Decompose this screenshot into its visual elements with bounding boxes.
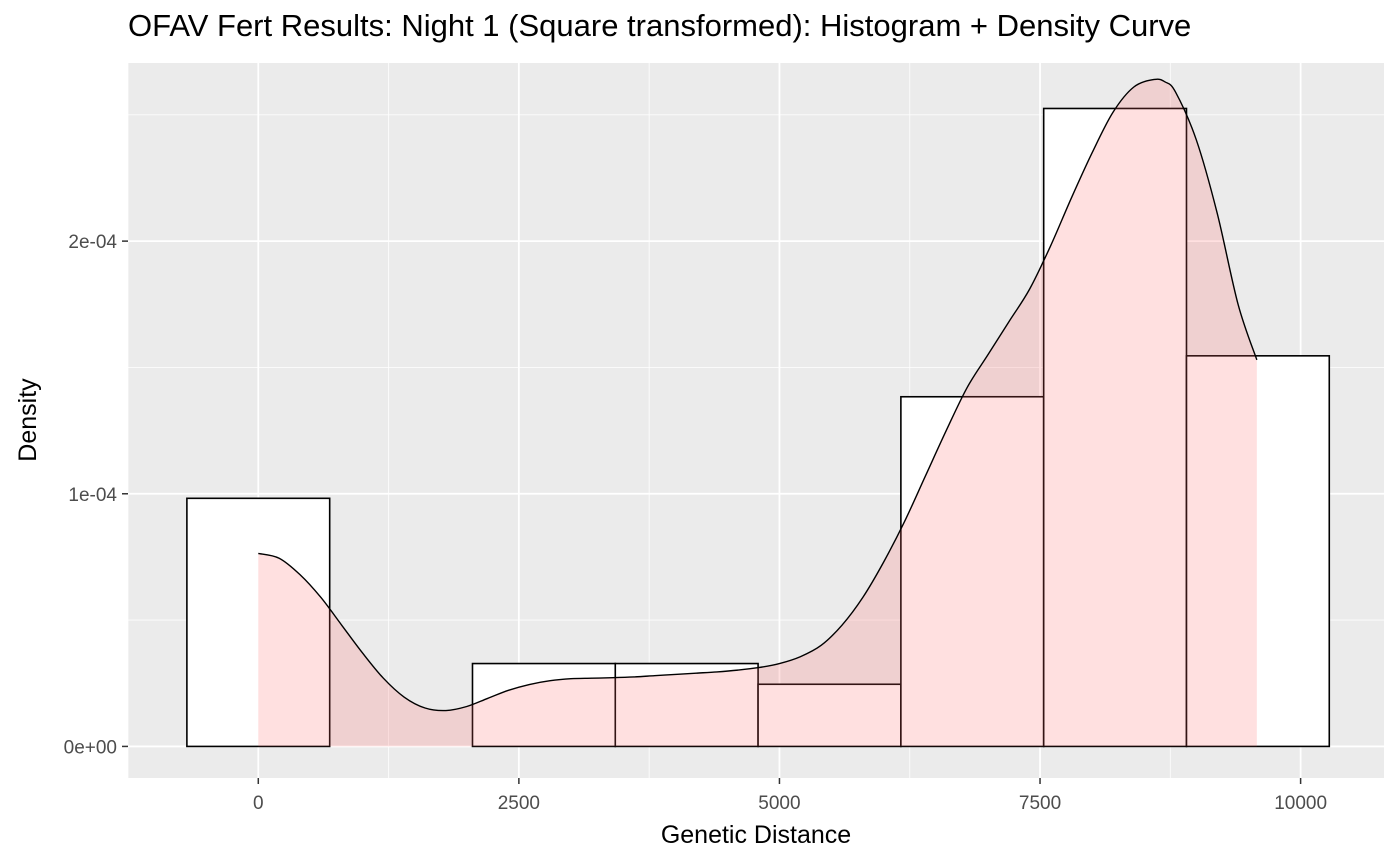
- histogram-bar: [900, 395, 1045, 748]
- x-tick-label: 2500: [498, 793, 540, 814]
- y-axis-ticks: 0e+00 1e-04 2e-04: [64, 232, 128, 758]
- x-tick-label: 0: [253, 793, 264, 814]
- histogram-bar: [1185, 355, 1331, 748]
- density-curve-line: [258, 78, 1258, 712]
- x-tick-label: 10000: [1274, 793, 1327, 814]
- y-tick-label: 2e-04: [68, 232, 117, 253]
- y-tick-label: 1e-04: [68, 485, 117, 506]
- x-tick-label: 7500: [1019, 793, 1061, 814]
- histogram-bars: [186, 107, 1331, 748]
- x-tick-label: 5000: [758, 793, 800, 814]
- density-area: [258, 79, 1257, 747]
- density-curve-group: [258, 78, 1258, 747]
- histogram-bar: [1042, 107, 1188, 748]
- x-axis-title: Genetic Distance: [661, 821, 851, 849]
- y-axis-title: Density: [14, 378, 42, 462]
- histogram-bar: [186, 497, 331, 748]
- histogram-bar: [471, 662, 617, 748]
- histogram-bar: [614, 662, 759, 748]
- histogram-bar: [757, 683, 902, 748]
- chart-title: OFAV Fert Results: Night 1 (Square trans…: [128, 8, 1192, 43]
- x-axis-ticks: 0 2500 5000 7500 10000: [253, 778, 1327, 814]
- y-tick-label: 0e+00: [64, 737, 117, 758]
